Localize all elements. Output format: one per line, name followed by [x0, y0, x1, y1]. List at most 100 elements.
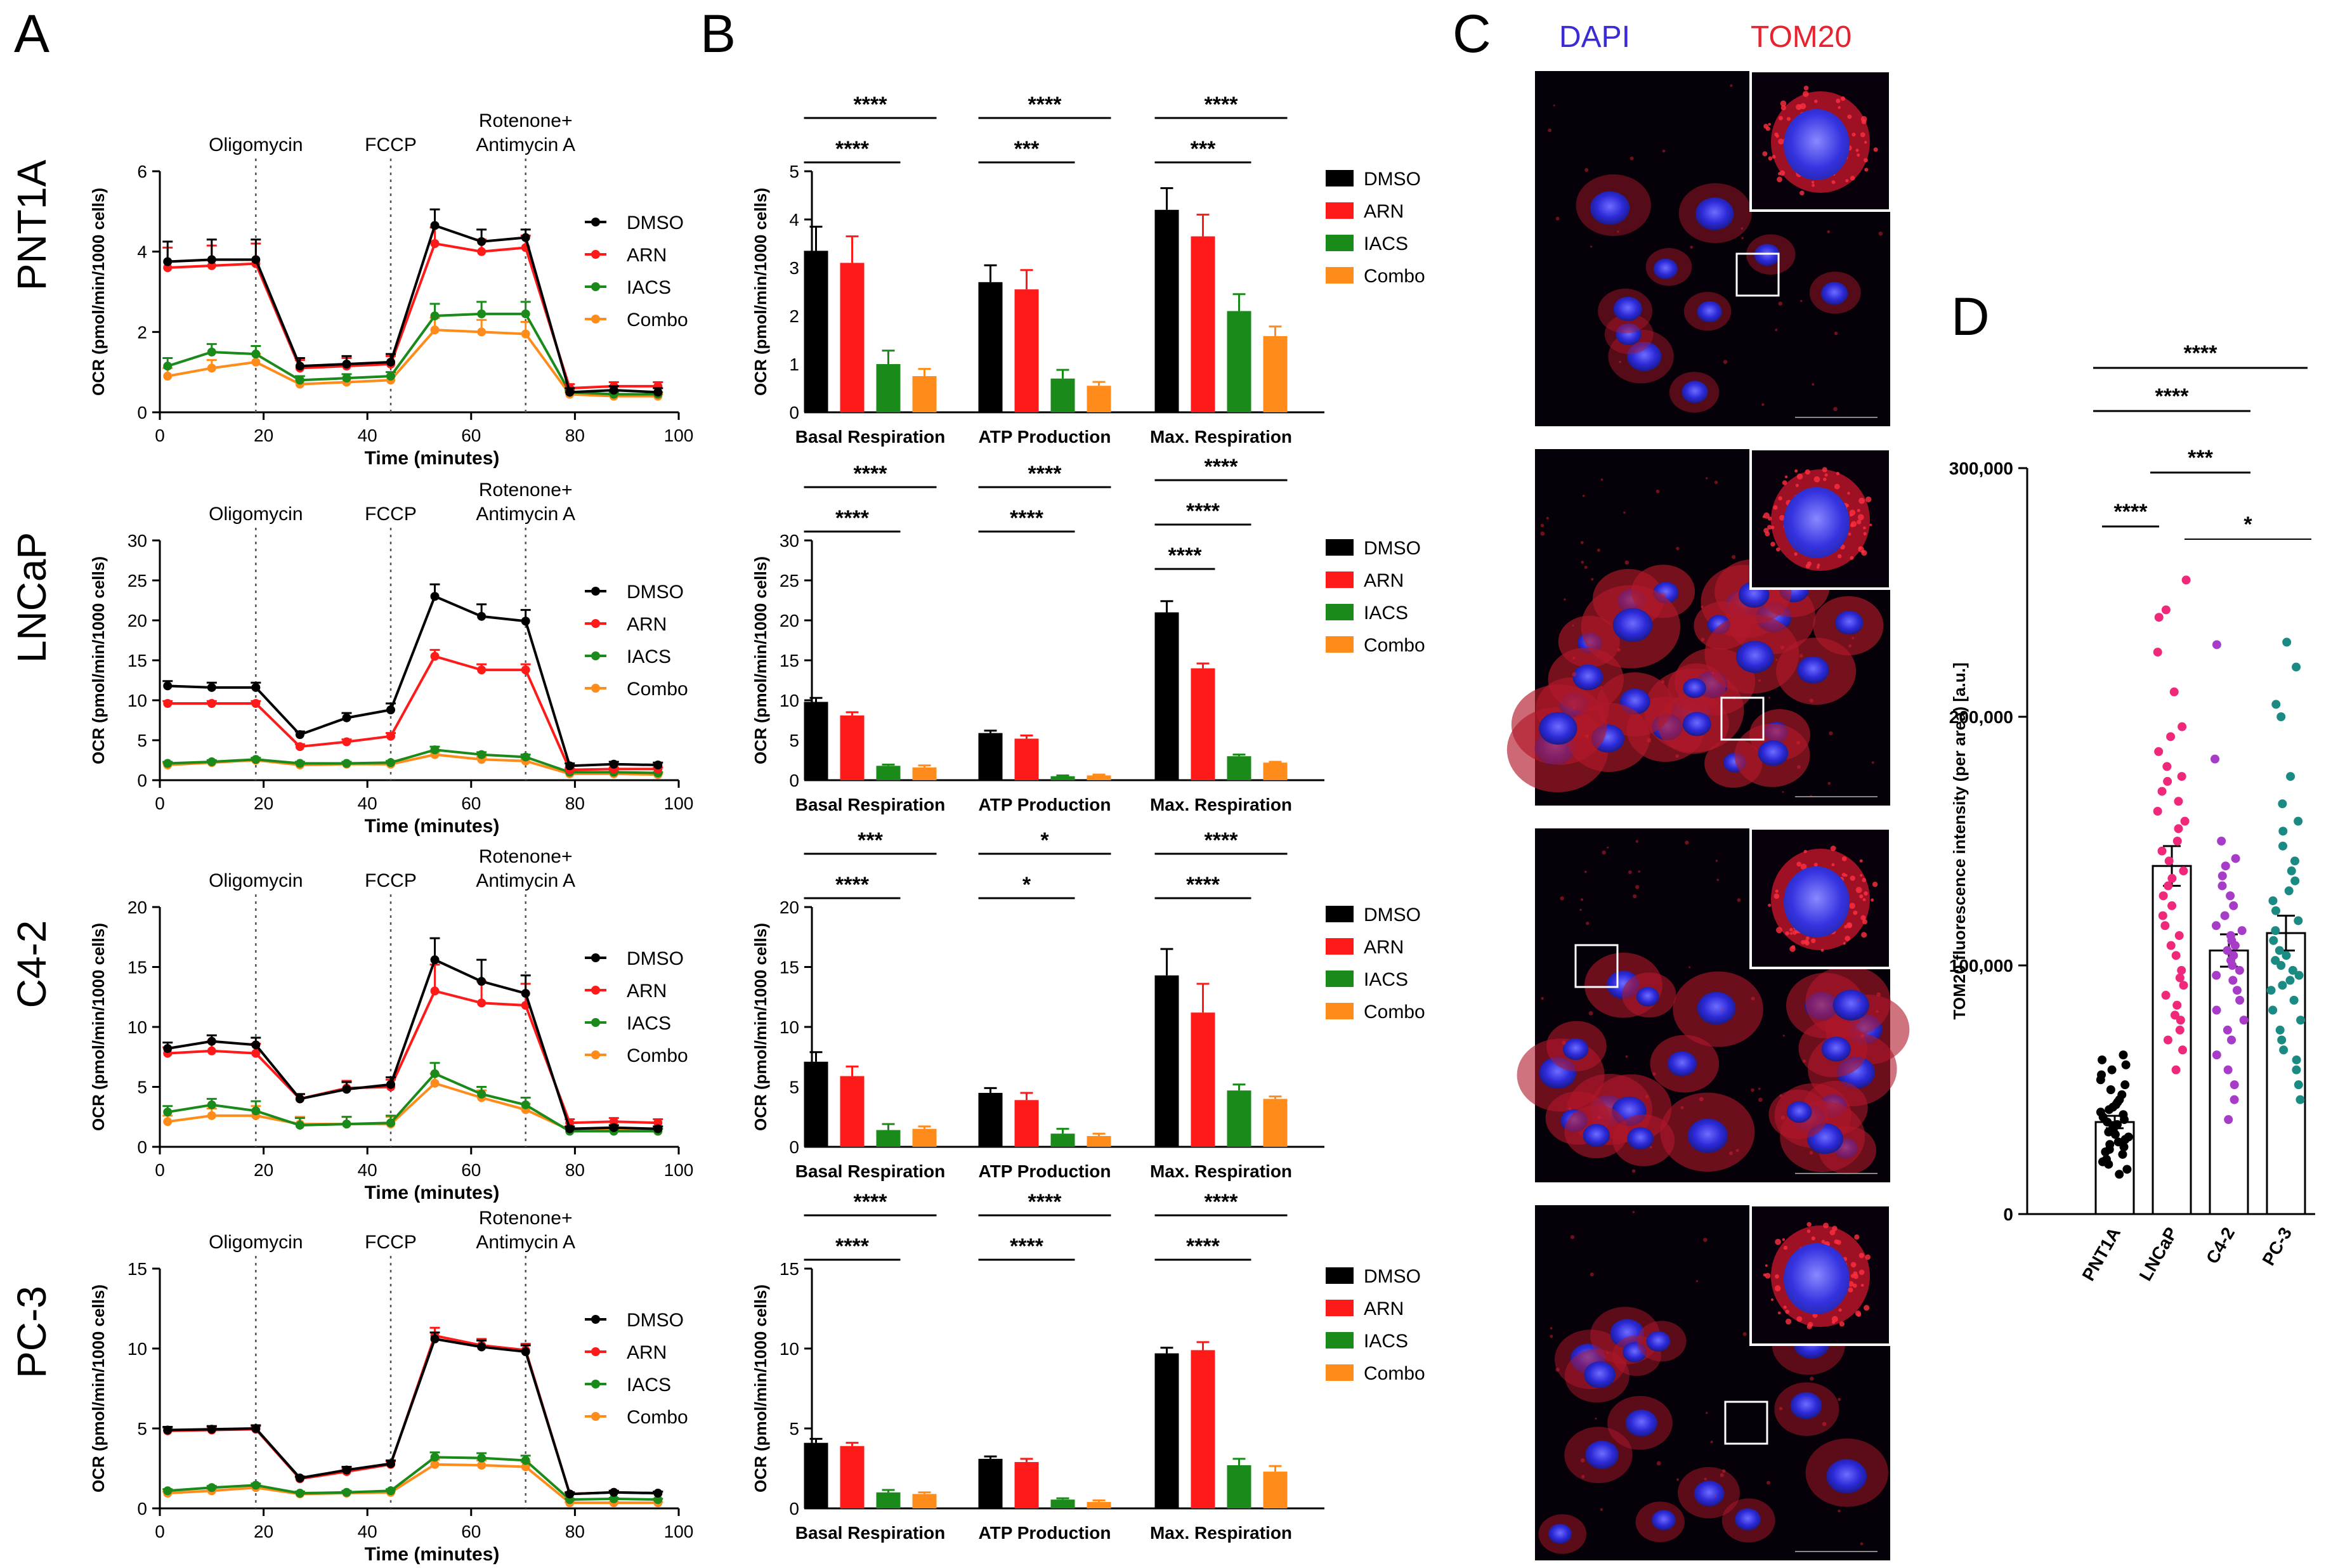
data-point-lncap — [2174, 931, 2184, 940]
data-point-lncap — [2177, 772, 2186, 781]
bar-arn — [840, 1076, 865, 1147]
dapi-nucleus — [1797, 656, 1829, 684]
data-point-dmso — [430, 592, 440, 601]
tom20-speckle — [1685, 840, 1689, 845]
y-tick-label: 10 — [127, 1017, 147, 1037]
legend-label: ARN — [627, 1342, 667, 1363]
tom20-speckle — [1548, 128, 1552, 133]
inset-speckle — [1775, 1238, 1781, 1245]
inset-speckle — [1806, 1324, 1812, 1330]
tom20-speckle — [1716, 879, 1720, 881]
inset-speckle — [1843, 942, 1846, 945]
inset-speckle — [1823, 1222, 1829, 1229]
data-point-dmso — [163, 1425, 173, 1435]
y-tick-label: 15 — [780, 958, 799, 977]
dapi-nucleus — [1636, 986, 1659, 1007]
data-point-pnt1a — [2113, 1120, 2122, 1129]
inset-speckle — [1847, 114, 1852, 119]
inset-speckle — [1864, 1305, 1870, 1311]
tom20-speckle — [1540, 531, 1545, 536]
significance-label: **** — [1205, 455, 1239, 479]
legend-swatch — [1326, 1003, 1354, 1019]
panel-letter-b: B — [700, 4, 736, 63]
tom20-speckle — [1703, 1238, 1708, 1243]
data-point-c4-2 — [2212, 970, 2221, 980]
dapi-nucleus — [1736, 641, 1774, 673]
inset-speckle — [1864, 158, 1868, 163]
data-point-dmso — [477, 237, 487, 246]
dapi-nucleus — [1612, 608, 1653, 643]
inset-speckle — [1857, 514, 1864, 521]
y-tick-label: 0 — [789, 1137, 799, 1157]
microscopy-panel — [1506, 70, 1910, 1560]
tom20-speckle — [1661, 592, 1666, 596]
data-point-dmso — [295, 362, 304, 371]
significance-label: **** — [1205, 828, 1239, 853]
y-axis-label: OCR (pmol/min/1000 cells) — [751, 556, 770, 764]
legend-label: ARN — [627, 245, 667, 266]
data-point-dmso — [653, 1489, 663, 1498]
significance-label: **** — [1010, 506, 1044, 530]
bar-combo — [1087, 775, 1111, 780]
data-point-pc-3 — [2292, 662, 2301, 672]
tom20-speckle — [1602, 850, 1606, 855]
inset-speckle — [1784, 475, 1788, 479]
y-tick-label: 200,000 — [1949, 707, 2013, 727]
data-point-dmso — [653, 761, 663, 770]
inset-speckle — [1836, 471, 1840, 476]
inset-speckle — [1853, 1271, 1858, 1276]
tom20-speckle — [1584, 565, 1588, 569]
data-point-lncap — [2158, 911, 2167, 920]
data-point-arn — [295, 742, 304, 752]
tom20-speckle — [1751, 1088, 1754, 1092]
tom20-speckle — [1675, 754, 1680, 758]
bar-iacs — [876, 364, 901, 412]
inset-speckle — [1763, 1273, 1767, 1277]
bar-combo — [912, 376, 937, 412]
legend-label: Combo — [627, 310, 688, 330]
micrograph-lncap — [1506, 448, 1891, 806]
data-point-pc-3 — [2278, 799, 2287, 809]
tom20-speckle — [1676, 547, 1680, 551]
scatter-chart-tom20: 0 100,000 200,000 300,000 TOM20 fluorescence… — [1949, 341, 2315, 1284]
dapi-nucleus — [1585, 1441, 1619, 1469]
legend-marker — [591, 1315, 600, 1324]
inset-speckle — [1845, 179, 1849, 183]
inset-speckle — [1762, 151, 1768, 157]
injection-label: FCCP — [365, 870, 417, 891]
legend-marker — [591, 619, 600, 628]
bar-chart-pnt1a: 0 1 2 3 4 5 OCR (pmol/min/1000 cells) Basal Res… — [751, 93, 1425, 447]
legend-swatch — [1326, 202, 1354, 219]
tom20-speckle — [1541, 996, 1544, 1000]
dapi-nucleus — [1754, 244, 1780, 266]
inset-speckle — [1768, 156, 1773, 161]
tom20-speckle — [1632, 894, 1637, 899]
data-point-combo — [521, 329, 530, 339]
inset-speckle — [1801, 939, 1806, 945]
significance-label: **** — [835, 873, 870, 897]
data-point-pc-3 — [2294, 816, 2303, 826]
data-point-combo — [521, 1462, 530, 1472]
series-line-arn — [167, 655, 658, 771]
data-point-dmso — [251, 1040, 261, 1050]
series-line-dmso — [167, 223, 658, 394]
data-point-lncap — [2161, 605, 2171, 615]
data-point-iacs — [342, 1487, 351, 1497]
x-tick-label: 40 — [358, 794, 377, 813]
tom20-speckle — [1834, 331, 1838, 336]
y-tick-label: 5 — [789, 1419, 799, 1439]
legend-label: ARN — [627, 981, 667, 1002]
legend-swatch — [1326, 235, 1354, 251]
tom20-speckle — [1766, 1480, 1771, 1485]
significance-label: * — [2243, 513, 2252, 537]
bar-iacs — [1050, 776, 1075, 780]
bar-combo — [1087, 1135, 1111, 1147]
y-tick-label: 20 — [780, 898, 799, 917]
legend-marker — [591, 250, 600, 259]
y-tick-label: 10 — [127, 691, 147, 710]
inset-speckle — [1840, 96, 1846, 101]
y-tick-label: 20 — [127, 611, 147, 630]
data-point-combo — [477, 327, 487, 337]
inset-speckle — [1864, 141, 1867, 144]
significance-label: *** — [1191, 137, 1216, 161]
